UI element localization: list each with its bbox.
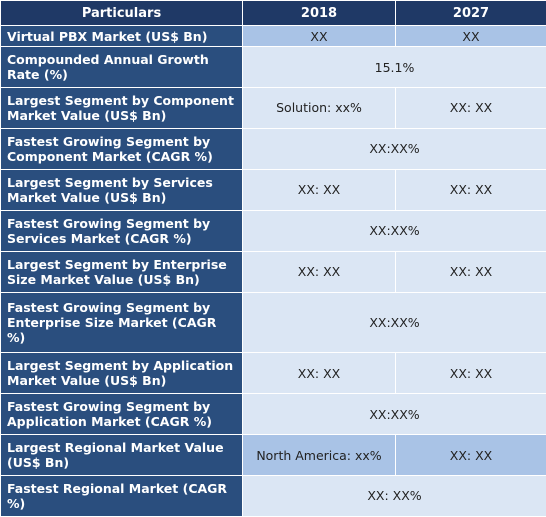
table-body: Virtual PBX Market (US$ Bn) XX XX Compounde…	[0, 24, 546, 517]
row-value-merged: XX:XX%	[242, 209, 546, 252]
row-label: Largest Segment by Enterprise Size Marke…	[0, 250, 243, 293]
row-label: Virtual PBX Market (US$ Bn)	[0, 24, 243, 48]
table-row: Fastest Growing Segment by Enterprise Si…	[0, 291, 546, 354]
row-value-2018: XX	[242, 24, 396, 48]
table-row: Virtual PBX Market (US$ Bn) XX XX	[0, 24, 546, 48]
row-value-merged: XX:XX%	[242, 291, 546, 354]
row-value-2027: XX: XX	[395, 434, 546, 476]
row-value-2018: XX: XX	[242, 168, 396, 211]
row-value-merged: XX:XX%	[242, 393, 546, 436]
row-label: Compounded Annual Growth Rate (%)	[0, 46, 243, 89]
table-row: Compounded Annual Growth Rate (%) 15.1%	[0, 46, 546, 89]
row-value-merged: XX:XX%	[242, 127, 546, 170]
table-row: Fastest Growing Segment by Services Mark…	[0, 209, 546, 252]
header-row: Particulars 2018 2027	[0, 0, 546, 26]
row-label: Largest Regional Market Value (US$ Bn)	[0, 434, 243, 476]
table-row: Largest Segment by Component Market Valu…	[0, 87, 546, 129]
table-row: Fastest Growing Segment by Component Mar…	[0, 127, 546, 170]
row-value-2027: XX: XX	[395, 87, 546, 129]
table-row: Largest Segment by Application Market Va…	[0, 352, 546, 395]
row-label: Largest Segment by Component Market Valu…	[0, 87, 243, 129]
table-row: Fastest Growing Segment by Application M…	[0, 393, 546, 436]
header-2018: 2018	[242, 0, 396, 26]
row-label: Fastest Growing Segment by Enterprise Si…	[0, 291, 243, 354]
row-value-2027: XX: XX	[395, 352, 546, 395]
table-row: Fastest Regional Market (CAGR %) XX: XX%	[0, 474, 546, 517]
row-label: Fastest Regional Market (CAGR %)	[0, 474, 243, 517]
header-particulars: Particulars	[0, 0, 243, 26]
row-label: Fastest Growing Segment by Application M…	[0, 393, 243, 436]
row-label: Largest Segment by Services Market Value…	[0, 168, 243, 211]
table-row: Largest Segment by Services Market Value…	[0, 168, 546, 211]
row-value-merged: 15.1%	[242, 46, 546, 89]
row-value-merged: XX: XX%	[242, 474, 546, 517]
header-2027: 2027	[395, 0, 546, 26]
row-value-2027: XX: XX	[395, 250, 546, 293]
row-value-2018: North America: xx%	[242, 434, 396, 476]
table-row: Largest Regional Market Value (US$ Bn) No…	[0, 434, 546, 476]
row-value-2018: XX: XX	[242, 250, 396, 293]
row-value-2018: Solution: xx%	[242, 87, 396, 129]
row-value-2027: XX: XX	[395, 168, 546, 211]
row-value-2018: XX: XX	[242, 352, 396, 395]
table-row: Largest Segment by Enterprise Size Marke…	[0, 250, 546, 293]
row-value-2027: XX	[395, 24, 546, 48]
row-label: Fastest Growing Segment by Services Mark…	[0, 209, 243, 252]
row-label: Fastest Growing Segment by Component Mar…	[0, 127, 243, 170]
row-label: Largest Segment by Application Market Va…	[0, 352, 243, 395]
